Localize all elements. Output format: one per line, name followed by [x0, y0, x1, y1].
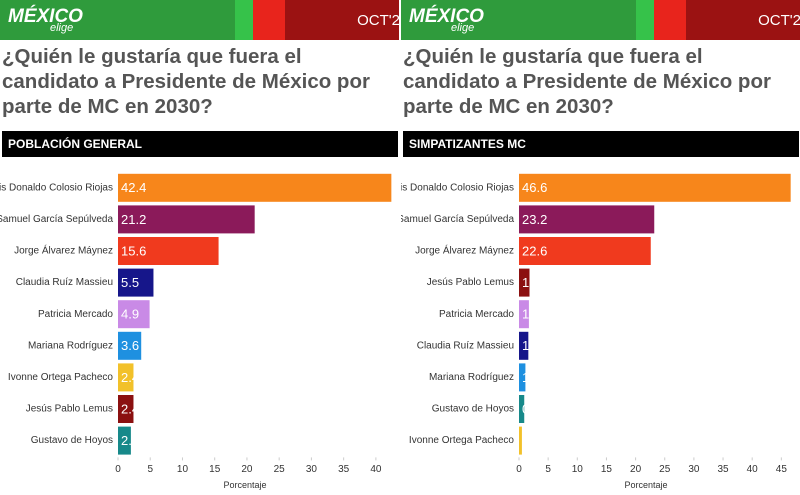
value-label: 1.8	[522, 275, 540, 290]
value-label: 0.5	[522, 433, 540, 448]
category-label: Gustavo de Hoyos	[432, 404, 514, 415]
x-tick-label: 45	[776, 464, 788, 475]
value-label: 22.6	[522, 243, 547, 258]
bar	[519, 426, 522, 455]
category-label: Luis Donaldo Colosio Riojas	[401, 182, 514, 193]
chart-panel: MÉXICO elige OCT'2 ¿Quién le gustaría que f…	[401, 0, 800, 495]
category-label: Patricia Mercado	[38, 309, 113, 320]
value-label: 5.5	[121, 275, 139, 290]
value-label: 46.6	[522, 180, 547, 195]
x-tick-label: 25	[659, 464, 671, 475]
chart: Luis Donaldo Colosio Riojas 46.6 Samuel Ga…	[401, 173, 791, 490]
category-label: Jesús Pablo Lemus	[427, 277, 514, 288]
bar	[519, 363, 526, 392]
category-label: Claudia Ruíz Massieu	[16, 277, 113, 288]
x-tick-label: 40	[370, 464, 382, 475]
value-label: 2.4	[121, 370, 139, 385]
x-tick-label: 20	[241, 464, 253, 475]
bar	[118, 300, 150, 329]
category-label: Jorge Álvarez Máynez	[415, 244, 514, 257]
header-date: OCT'2	[357, 12, 399, 29]
bar	[519, 237, 651, 265]
bar	[118, 363, 134, 392]
bar	[118, 426, 131, 455]
category-label: Luis Donaldo Colosio Riojas	[0, 182, 113, 193]
x-tick-label: 15	[209, 464, 221, 475]
x-axis-title: Porcentaje	[624, 480, 667, 490]
value-label: 1.6	[522, 338, 540, 353]
chart-subtitle: SIMPATIZANTES MC	[403, 131, 799, 157]
bar	[118, 268, 154, 297]
bar	[519, 205, 655, 234]
bar	[519, 173, 791, 202]
x-tick-label: 40	[747, 464, 759, 475]
x-axis-title: Porcentaje	[223, 480, 266, 490]
category-label: Mariana Rodríguez	[28, 340, 113, 351]
value-label: 23.2	[522, 212, 547, 227]
header-date: OCT'2	[758, 12, 800, 29]
category-label: Patricia Mercado	[439, 309, 514, 320]
value-label: 2.0	[121, 433, 139, 448]
x-tick-label: 5	[147, 464, 153, 475]
category-label: Ivonne Ortega Pacheco	[409, 435, 515, 446]
bar	[118, 205, 255, 234]
category-label: Samuel García Sepúlveda	[0, 214, 113, 225]
x-tick-label: 0	[516, 464, 522, 475]
value-label: 3.6	[121, 338, 139, 353]
x-tick-label: 15	[601, 464, 613, 475]
category-label: Mariana Rodríguez	[429, 372, 514, 383]
chart: Luis Donaldo Colosio Riojas 42.4 Samuel Ga…	[0, 173, 392, 490]
header-bar: MÉXICO elige OCT'2	[401, 0, 800, 40]
brand-logo: MÉXICO	[409, 6, 484, 27]
x-tick-label: 10	[572, 464, 584, 475]
value-label: 0.9	[522, 401, 540, 416]
x-tick-label: 5	[545, 464, 551, 475]
brand-logo: MÉXICO	[8, 6, 83, 27]
x-tick-label: 30	[688, 464, 700, 475]
x-tick-label: 30	[306, 464, 318, 475]
header-bar: MÉXICO elige OCT'2	[0, 0, 399, 40]
category-label: Claudia Ruíz Massieu	[417, 340, 514, 351]
bar	[118, 395, 134, 423]
bar	[118, 237, 219, 265]
chart-title: ¿Quién le gustaría que fuera el candidat…	[403, 45, 771, 118]
x-tick-label: 35	[717, 464, 729, 475]
category-label: Samuel García Sepúlveda	[401, 214, 514, 225]
category-label: Gustavo de Hoyos	[31, 435, 113, 446]
bar	[118, 331, 142, 360]
category-label: Jorge Álvarez Máynez	[14, 244, 113, 257]
value-label: 21.2	[121, 212, 146, 227]
chart-title: ¿Quién le gustaría que fuera el candidat…	[2, 45, 370, 118]
bar	[519, 300, 529, 329]
x-tick-label: 35	[338, 464, 350, 475]
x-tick-label: 10	[177, 464, 189, 475]
category-label: Jesús Pablo Lemus	[26, 404, 113, 415]
bar	[519, 268, 530, 297]
value-label: 15.6	[121, 243, 146, 258]
brand-tagline: elige	[451, 22, 475, 34]
value-label: 42.4	[121, 180, 146, 195]
value-label: 1.7	[522, 307, 540, 322]
bar	[519, 331, 529, 360]
bar	[519, 395, 525, 423]
x-tick-label: 20	[630, 464, 642, 475]
chart-subtitle: POBLACIÓN GENERAL	[2, 131, 398, 157]
value-label: 2.4	[121, 401, 139, 416]
brand-tagline: elige	[50, 22, 74, 34]
chart-panel: MÉXICO elige OCT'2 ¿Quién le gustaría que f…	[0, 0, 399, 495]
x-tick-label: 0	[115, 464, 121, 475]
value-label: 1.1	[522, 370, 540, 385]
category-label: Ivonne Ortega Pacheco	[8, 372, 114, 383]
value-label: 4.9	[121, 307, 139, 322]
x-tick-label: 25	[274, 464, 286, 475]
bar	[118, 173, 392, 202]
